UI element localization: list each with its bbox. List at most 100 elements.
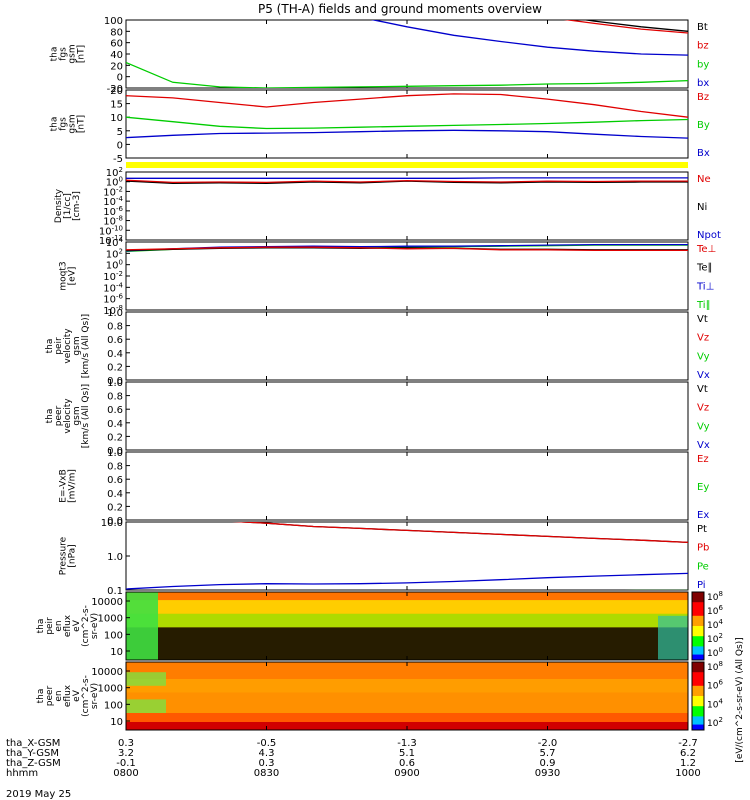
plot-title: P5 (TH-A) fields and ground moments over… <box>258 2 542 16</box>
y-axis-label: eflux <box>63 614 73 637</box>
y-tick-label: 10.0 <box>101 518 123 529</box>
y-tick-label: 60 <box>110 39 123 50</box>
spectrogram-band <box>126 662 688 679</box>
tick-exponent: 2 <box>718 716 722 724</box>
series-line-by <box>126 61 688 88</box>
x-row-value: 1000 <box>675 768 700 779</box>
panel-8: 10.0 1.0 0.1 Pressure [nPa] Pt Pb Pe Pi <box>59 518 710 597</box>
y-axis-label: sr-eV) <box>90 613 100 639</box>
tick-exponent: -6 <box>116 293 124 301</box>
series-line-Bt <box>582 20 688 32</box>
legend-item: Te⊥ <box>696 244 716 255</box>
x-row-value: -2.0 <box>538 738 558 749</box>
panel-frame <box>125 521 689 591</box>
spectrogram-band <box>126 592 158 660</box>
colorbar-segment <box>692 636 704 647</box>
y-tick-label: 0.2 <box>107 502 123 513</box>
colorbar-segment <box>692 654 704 661</box>
y-tick-label: -20 <box>107 84 123 95</box>
y-axis-label: E=-VxB <box>59 469 69 503</box>
y-axis-label: gsm <box>68 44 78 63</box>
y-axis-label: peer <box>54 405 64 426</box>
tick-exponent: 6 <box>718 679 723 687</box>
panel-frame <box>125 89 689 159</box>
tick-exponent: 2 <box>119 166 123 174</box>
colorbar-segment <box>692 646 704 656</box>
colorbar-tick-label: 100 <box>707 646 723 659</box>
y-tick-label: 0.8 <box>107 462 123 473</box>
y-axis-label: eV <box>72 689 82 702</box>
panel-5: 1.0 0.8 0.6 0.4 0.2 0.0 tha peir velocity gsm [km/… <box>45 308 710 387</box>
y-axis-label: peir <box>54 337 64 355</box>
y-axis-label: [km/s (All Qs)] <box>81 314 91 378</box>
y-tick-label: 1.0 <box>107 378 123 389</box>
legend-item: Pt <box>697 524 707 535</box>
tick-exponent: 8 <box>718 660 722 668</box>
colorbar-segment <box>692 615 704 627</box>
spectrogram-band <box>126 627 688 660</box>
legend-item: Vx <box>697 440 710 451</box>
x-row-value: 4.3 <box>259 748 275 759</box>
colorbar-tick-label: 106 <box>707 679 723 692</box>
y-tick-label: 100 <box>104 630 123 641</box>
series-line-bx <box>370 20 688 56</box>
panel-frame <box>125 381 689 451</box>
panel-10: 108 106 104 102 10000 1000 100 10 tha peer en eflux… <box>36 660 723 731</box>
tick-exponent: 0 <box>119 259 123 267</box>
y-tick-label: 15 <box>110 100 123 111</box>
panel-6: 1.0 0.8 0.6 0.4 0.2 0.0 tha peer velocity gsm [km/… <box>45 378 710 457</box>
legend-item: Vt <box>697 384 708 395</box>
y-tick-label: 1.0 <box>107 308 123 319</box>
x-row-value: 0830 <box>254 768 279 779</box>
panel-frame <box>125 19 689 89</box>
y-axis-label: tha <box>45 409 55 424</box>
y-tick-label: 10000 <box>91 667 123 678</box>
y-axis-label: sr-eV) <box>90 683 100 709</box>
y-tick-label: 0.2 <box>107 432 123 443</box>
y-axis-label: velocity <box>63 328 73 364</box>
y-axis-label: peir <box>45 617 55 635</box>
y-tick-label: 0.8 <box>107 392 123 403</box>
y-tick-label: 1.0 <box>107 448 123 459</box>
x-row-value: 6.2 <box>680 748 696 759</box>
y-tick-label: 0 <box>117 73 123 84</box>
x-row-value: 5.7 <box>540 748 556 759</box>
x-row-value: 0.6 <box>399 758 415 769</box>
y-tick-label: 1000 <box>98 684 123 695</box>
tick-exponent: 2 <box>718 632 722 640</box>
legend-item: Vx <box>697 370 710 381</box>
x-row-label: tha_Z-GSM <box>6 758 61 769</box>
y-axis-label: Density <box>54 188 64 223</box>
y-axis-label: fgs <box>59 117 69 131</box>
legend-item: Te∥ <box>696 263 713 274</box>
x-row-value: 0800 <box>113 768 138 779</box>
y-axis-label: eflux <box>63 684 73 707</box>
tick-exponent: -10 <box>112 224 123 232</box>
y-axis-label: tha <box>36 689 46 704</box>
legend-item: Ex <box>697 510 709 521</box>
series-line-Bx <box>126 129 688 139</box>
y-axis-label: [nPa] <box>68 544 78 567</box>
y-axis-label: (cm^2-s- <box>81 675 91 717</box>
legend-item: Ni <box>697 202 707 213</box>
legend-item: Vt <box>697 314 708 325</box>
colorbar-segment <box>692 716 704 726</box>
tick-exponent: 0 <box>119 176 123 184</box>
y-axis-label: velocity <box>63 398 73 434</box>
y-tick-label: 5 <box>117 127 123 138</box>
colorbar-tick-label: 106 <box>707 604 723 617</box>
y-tick-label: 0.0 <box>107 446 123 457</box>
y-tick-label: 1.0 <box>107 552 123 563</box>
x-row-value: -1.3 <box>397 738 417 749</box>
legend-item: Ti∥ <box>696 300 711 311</box>
legend-item: by <box>697 59 709 70</box>
colorbar-tick-label: 104 <box>707 697 723 710</box>
x-row-value: 0930 <box>535 768 560 779</box>
colorbar-segment <box>692 685 704 697</box>
spectrogram-band <box>658 615 688 660</box>
y-axis-label: Pressure <box>59 536 69 575</box>
spectrogram-band <box>126 592 688 601</box>
